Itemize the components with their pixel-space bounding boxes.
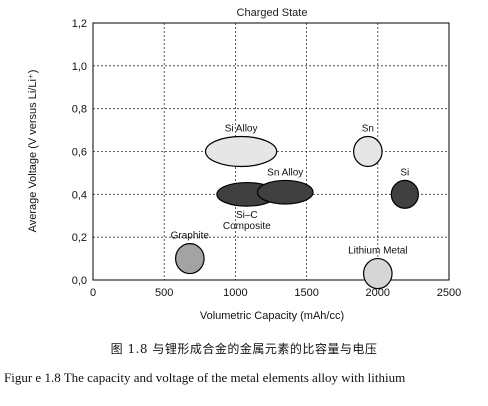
y-tick-label: 1,2	[72, 18, 87, 30]
x-tick-label: 0	[90, 287, 96, 299]
marker-sn-alloy	[256, 179, 314, 205]
x-tick-label: 1000	[223, 287, 247, 299]
figure-caption-english: Figur e 1.8 The capacity and voltage of …	[4, 370, 406, 385]
chart-title: Charged State	[237, 7, 308, 19]
y-tick-label: 1,0	[72, 61, 87, 73]
y-tick-label: 0,0	[72, 275, 87, 287]
marker-lithium-metal	[362, 257, 393, 290]
y-tick-label: 0,4	[72, 189, 87, 201]
y-axis-label: Average Voltage (V versus Li/Li⁺)	[27, 70, 39, 233]
marker-sn	[352, 135, 383, 168]
marker-label-si: Si	[400, 167, 409, 178]
marker-label-sn: Sn	[362, 124, 374, 135]
marker-si	[390, 179, 419, 209]
marker-label-sn-alloy: Sn Alloy	[267, 167, 303, 178]
plot-frame	[92, 22, 450, 281]
marker-si-alloy	[204, 135, 278, 168]
chart: Charged State 0 500 1000 1500 2000 2500 0,00,…	[27, 7, 461, 322]
x-tick-label: 2000	[366, 287, 390, 299]
x-axis-label: Volumetric Capacity (mAh/cc)	[200, 310, 344, 322]
y-tick-label: 0,8	[72, 104, 87, 116]
marker-label-si-alloy: Si Alloy	[225, 124, 258, 135]
y-tick-label: 0,2	[72, 232, 87, 244]
marker-label-si-c-composite: Si–C	[236, 210, 258, 221]
marker-label-lithium-metal: Lithium Metal	[348, 246, 407, 257]
marker-graphite	[174, 242, 205, 275]
x-tick-label: 1500	[294, 287, 318, 299]
y-tick-label: 0,6	[72, 147, 87, 159]
x-tick-labels: 0 500 1000 1500 2000 2500	[90, 287, 461, 299]
x-tick-label: 2500	[437, 287, 461, 299]
x-tick-label: 500	[155, 287, 173, 299]
figure-caption-chinese: 图 1.8 与锂形成合金的金属元素的比容量与电压	[110, 342, 378, 356]
marker-label-si-c-composite: Composite	[223, 221, 271, 232]
marker-label-graphite: Graphite	[171, 231, 210, 242]
y-tick-labels: 0,0 0,2 0,4 0,6 0,8 1,0 1,2	[72, 18, 87, 287]
